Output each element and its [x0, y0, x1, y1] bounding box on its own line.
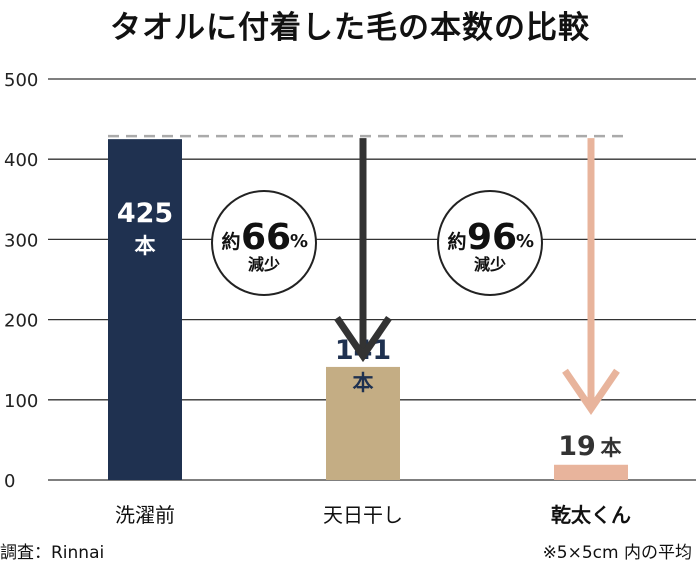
bar-value-label: 19	[558, 431, 596, 462]
bar-value-label: 425	[117, 198, 173, 229]
y-tick-label: 300	[4, 230, 38, 251]
badge-percent-value: 66	[241, 217, 291, 258]
badge-label: 減少	[474, 255, 506, 274]
badge-percent-sign: %	[290, 231, 308, 252]
badge-percent-sign: %	[516, 231, 534, 252]
reduction-arrow-1-head	[334, 315, 392, 363]
y-tick-label: 400	[4, 150, 38, 171]
bar-3	[554, 464, 628, 480]
y-tick-label: 500	[4, 70, 38, 91]
bar-unit-label: 本	[601, 436, 622, 460]
y-tick-label: 0	[4, 471, 15, 492]
badge-percent-value: 96	[467, 217, 517, 258]
y-tick-label: 200	[4, 311, 38, 332]
badge-prefix: 約	[221, 230, 240, 253]
x-category-label: 天日干し	[323, 503, 403, 527]
reduction-badge-2	[437, 190, 543, 296]
chart-title: タオルに付着した毛の本数の比較	[110, 10, 590, 46]
reduction-arrow-2-head	[562, 368, 620, 415]
y-tick-label: 100	[4, 391, 38, 412]
badge-prefix: 約	[447, 230, 466, 253]
bar-unit-label: 本	[353, 371, 374, 395]
badge-label: 減少	[248, 255, 280, 274]
bar-unit-label: 本	[135, 234, 156, 258]
bar-1	[108, 139, 182, 480]
bar-2	[326, 366, 400, 480]
source-note: 調査：Rinnai	[0, 543, 105, 563]
x-category-label: 乾太くん	[551, 503, 631, 527]
x-category-label: 洗濯前	[115, 503, 175, 527]
measurement-note: ※5×5cm 内の平均	[542, 543, 692, 563]
reduction-badge-1	[211, 190, 317, 296]
